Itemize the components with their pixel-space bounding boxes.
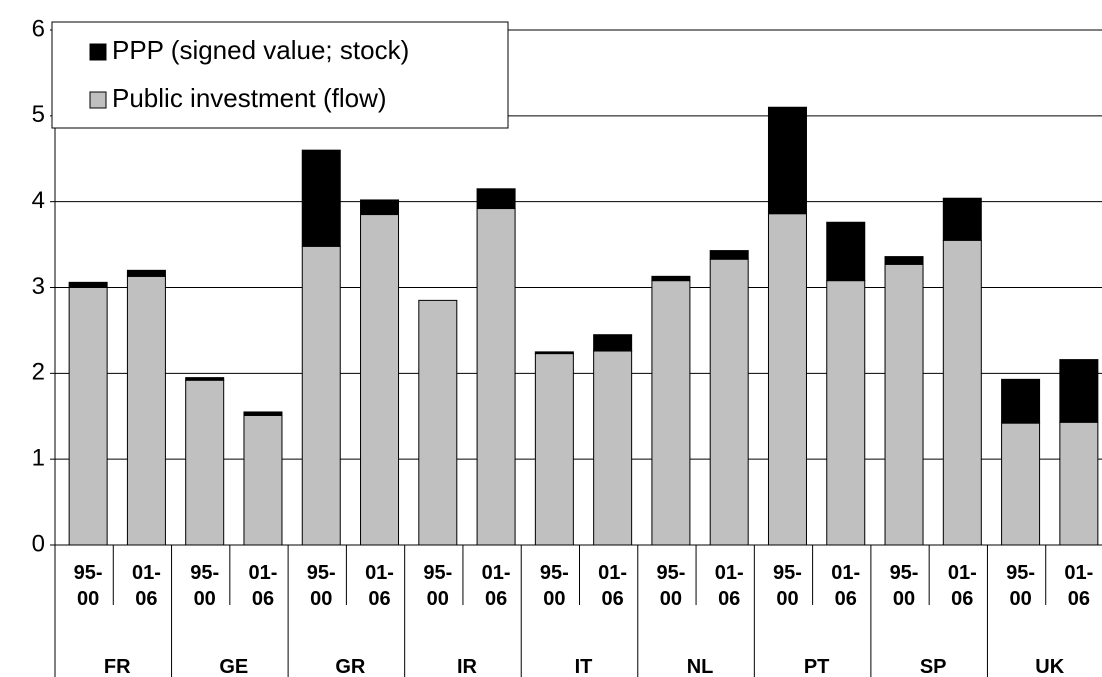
bar-segment	[301, 149, 341, 247]
bar-segment	[68, 281, 108, 289]
x-tick-label: 95- 00	[1006, 562, 1036, 610]
group-label: PT	[803, 656, 830, 677]
group-label: GR	[335, 656, 366, 677]
x-tick-label: 01- 06	[598, 562, 628, 610]
bar-segment	[826, 280, 866, 546]
bar-segment	[360, 214, 400, 546]
bar-segment	[593, 350, 633, 546]
x-tick-label: 01- 06	[831, 562, 861, 610]
bar-segment	[709, 258, 749, 546]
legend-swatch	[89, 91, 107, 109]
x-tick-label: 01- 06	[131, 562, 161, 610]
bar-segment	[1059, 359, 1099, 423]
bar-segment	[942, 239, 982, 546]
legend-label: PPP (signed value; stock)	[112, 35, 409, 65]
group-label: NL	[686, 656, 714, 677]
x-tick-label: 95- 00	[423, 562, 453, 610]
bar-segment	[476, 208, 516, 546]
bar-segment	[476, 188, 516, 210]
y-tick-label: 3	[32, 273, 45, 300]
bar-segment	[942, 197, 982, 241]
bar-segment	[1001, 422, 1041, 546]
bar-segment	[709, 250, 749, 260]
group-label: IR	[456, 656, 477, 677]
bar-segment	[68, 287, 108, 546]
x-tick-label: 95- 00	[190, 562, 220, 610]
group-label: SP	[919, 656, 947, 677]
group-label: IT	[574, 656, 593, 677]
bar-segment	[185, 377, 225, 381]
group-label: GE	[219, 656, 249, 677]
bar-segment	[301, 245, 341, 546]
x-tick-label: 95- 00	[73, 562, 103, 610]
bar-segment	[534, 353, 574, 546]
bar-segment	[767, 106, 807, 215]
x-tick-label: 95- 00	[656, 562, 686, 610]
bar-segment	[884, 263, 924, 546]
x-tick-label: 01- 06	[714, 562, 744, 610]
bar-segment	[360, 199, 400, 216]
y-tick-label: 6	[32, 15, 45, 42]
legend-label: Public investment (flow)	[112, 83, 387, 113]
y-tick-label: 5	[32, 101, 45, 128]
bar-segment	[826, 221, 866, 282]
bar-segment	[126, 275, 166, 546]
bar-segment	[884, 256, 924, 265]
bar-segment	[651, 280, 691, 546]
x-tick-label: 95- 00	[539, 562, 569, 610]
y-tick-label: 0	[32, 530, 45, 557]
bar-segment	[767, 213, 807, 546]
bar-segment	[1001, 378, 1041, 424]
group-label: UK	[1035, 656, 1065, 677]
x-tick-label: 95- 00	[306, 562, 336, 610]
bar-segment	[418, 299, 458, 546]
x-tick-label: 01- 06	[947, 562, 977, 610]
group-label: FR	[103, 656, 131, 677]
bar-segment	[593, 334, 633, 352]
x-tick-label: 01- 06	[365, 562, 394, 610]
y-tick-label: 4	[32, 187, 45, 214]
bar-segment	[1059, 421, 1099, 546]
x-tick-label: 95- 00	[889, 562, 919, 610]
y-tick-label: 2	[32, 359, 45, 386]
legend-swatch	[89, 43, 107, 61]
x-tick-label: 01- 06	[481, 562, 511, 610]
x-tick-label: 95- 00	[773, 562, 802, 610]
y-tick-label: 1	[32, 445, 45, 472]
x-tick-label: 01- 06	[248, 562, 278, 610]
x-tick-label: 01- 06	[1064, 562, 1094, 610]
bar-segment	[534, 351, 574, 355]
bar-segment	[126, 269, 166, 277]
legend-box	[51, 21, 509, 129]
bar-segment	[243, 411, 283, 416]
bar-segment	[185, 379, 225, 546]
bar-segment	[651, 275, 691, 282]
bar-segment	[243, 414, 283, 546]
